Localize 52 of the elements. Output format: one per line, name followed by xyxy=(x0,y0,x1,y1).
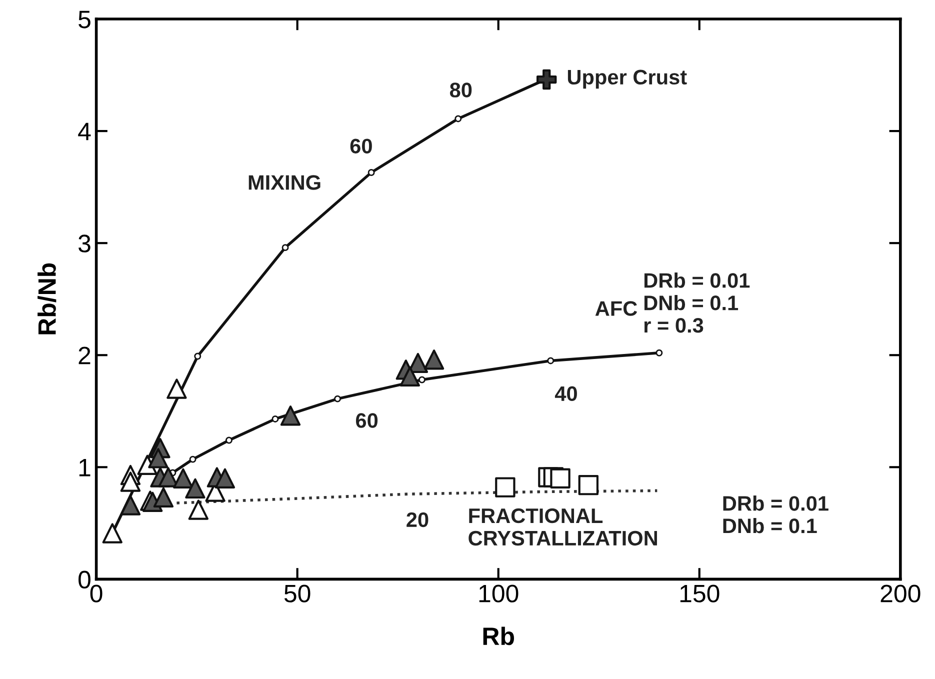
point xyxy=(173,468,194,488)
annotation: 40 xyxy=(554,386,577,402)
point xyxy=(102,523,122,544)
annotation: FRACTIONAL CRYSTALLIZATION xyxy=(468,508,657,546)
annotation: 80 xyxy=(450,82,472,98)
annotation: 60 xyxy=(350,138,372,154)
point xyxy=(424,350,444,370)
point xyxy=(280,406,301,426)
point xyxy=(148,448,168,468)
line-series xyxy=(175,489,659,504)
point xyxy=(226,436,232,444)
x-tick-label: 100 xyxy=(479,584,518,602)
x-tick-label: 200 xyxy=(880,584,920,602)
y-tick-label: 4 xyxy=(78,122,91,140)
point xyxy=(547,357,554,364)
point xyxy=(166,378,187,399)
point xyxy=(153,487,174,508)
annotation: DRb = 0.01 DNb = 0.1 r = 0.3 xyxy=(644,272,750,333)
point xyxy=(454,115,462,122)
point xyxy=(418,376,426,384)
point xyxy=(214,468,236,488)
x-tick-label: 0 xyxy=(90,584,102,602)
point xyxy=(334,395,342,402)
annotation: Upper Crust xyxy=(568,70,687,89)
x-tick-label: 50 xyxy=(284,584,310,602)
point xyxy=(550,468,570,488)
point xyxy=(185,478,206,499)
point xyxy=(120,472,141,492)
x-axis-title: Rb xyxy=(483,626,514,646)
annotation: DRb = 0.01 DNb = 0.1 xyxy=(723,496,828,534)
point xyxy=(495,477,516,498)
point xyxy=(578,474,599,496)
point xyxy=(368,169,375,176)
x-tick-label: 150 xyxy=(680,584,720,602)
point xyxy=(194,352,202,360)
y-tick-label: 2 xyxy=(78,346,90,364)
point xyxy=(188,500,209,520)
point xyxy=(189,456,196,463)
point xyxy=(656,349,663,356)
annotation: MIXING xyxy=(248,175,320,190)
annotation: 20 xyxy=(406,512,428,528)
point xyxy=(400,366,420,387)
y-tick-label: 5 xyxy=(78,10,90,28)
point xyxy=(272,416,279,422)
y-axis-title: Rb/Nb xyxy=(38,263,56,334)
annotation: 60 xyxy=(356,413,378,428)
y-tick-label: 0 xyxy=(78,570,90,588)
y-tick-label: 3 xyxy=(78,234,90,252)
y-tick-label: 1 xyxy=(79,459,90,476)
point xyxy=(282,244,289,252)
point xyxy=(536,69,557,90)
annotation: AFC xyxy=(595,301,638,316)
